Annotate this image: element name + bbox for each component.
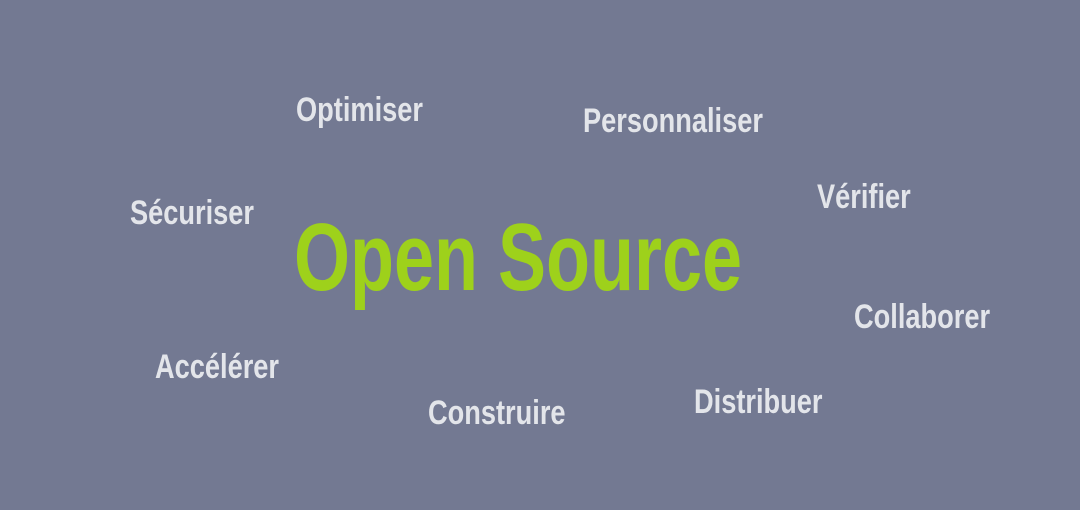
- word-construire: Construire: [428, 394, 566, 432]
- word-verifier: Vérifier: [817, 178, 911, 216]
- word-optimiser: Optimiser: [296, 91, 423, 129]
- word-collaborer: Collaborer: [854, 298, 991, 336]
- word-securiser: Sécuriser: [130, 194, 254, 232]
- headline-open-source: Open Source: [294, 204, 743, 311]
- word-accelerer: Accélérer: [155, 348, 280, 386]
- word-distribuer: Distribuer: [694, 383, 823, 421]
- word-personnaliser: Personnaliser: [583, 102, 763, 140]
